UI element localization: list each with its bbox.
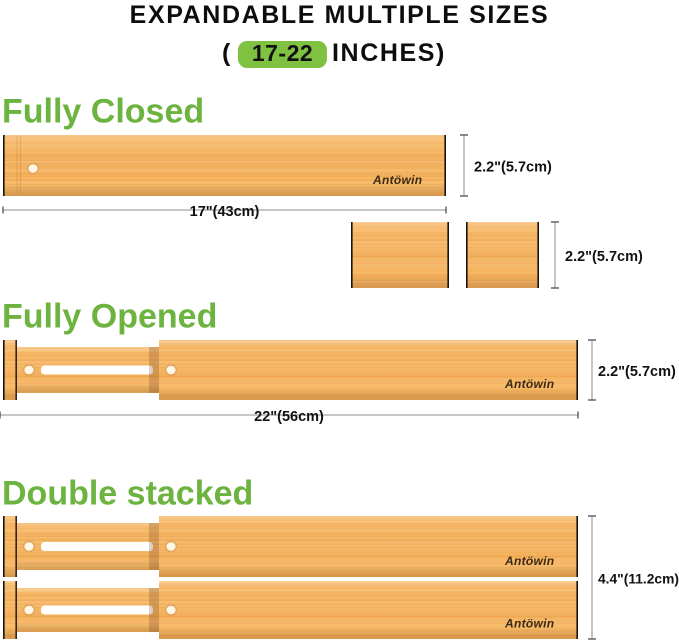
svg-text:17-22: 17-22 bbox=[252, 40, 313, 66]
svg-text:Fully Closed: Fully Closed bbox=[2, 93, 204, 131]
svg-text:Antöwin: Antöwin bbox=[504, 554, 554, 568]
svg-text:Fully Opened: Fully Opened bbox=[2, 298, 217, 336]
svg-text:2.2"(5.7cm): 2.2"(5.7cm) bbox=[474, 160, 552, 176]
svg-text:Antöwin: Antöwin bbox=[372, 173, 422, 187]
svg-text:4.4"(11.2cm): 4.4"(11.2cm) bbox=[598, 572, 679, 587]
svg-text:2.2"(5.7cm): 2.2"(5.7cm) bbox=[565, 249, 643, 265]
svg-text:17"(43cm): 17"(43cm) bbox=[190, 204, 260, 220]
svg-text:EXPANDABLE MULTIPLE SIZES: EXPANDABLE MULTIPLE SIZES bbox=[130, 1, 550, 29]
svg-text:2.2"(5.7cm): 2.2"(5.7cm) bbox=[598, 364, 676, 380]
svg-text:Antöwin: Antöwin bbox=[504, 377, 554, 391]
svg-text:22"(56cm): 22"(56cm) bbox=[254, 409, 324, 425]
svg-text:Antöwin: Antöwin bbox=[504, 616, 554, 630]
svg-text:INCHES): INCHES) bbox=[332, 39, 446, 67]
svg-text:Double stacked: Double stacked bbox=[2, 475, 253, 513]
svg-text:(: ( bbox=[222, 39, 232, 67]
